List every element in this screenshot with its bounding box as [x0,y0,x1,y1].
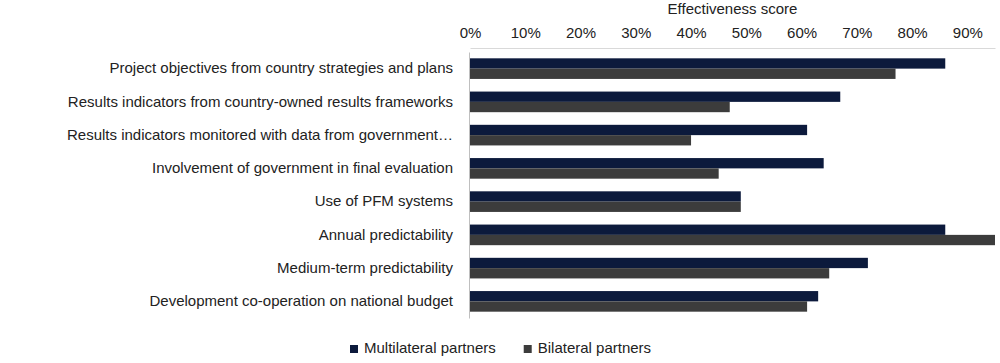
series [470,58,945,301]
tick: Development co-operation on national bud… [149,292,469,309]
legend-item: Bilateral partners [524,339,651,356]
axis-line [469,53,470,319]
chart: 0% 10% 20% 30% 40% 50% 60% 70% 80% 90% Effectivene… [0,0,1000,363]
tick: 60% [787,24,817,48]
bar [470,168,719,178]
tick-label: 20% [566,24,596,41]
tick: 30% [621,24,651,48]
bar [470,225,945,235]
tick-label: 70% [842,24,872,41]
axis-line [471,48,996,49]
tick: 20% [566,24,596,48]
legend-swatch [524,345,532,353]
bar [470,69,896,79]
bar [470,102,730,112]
bar [470,191,741,201]
tick-label: 40% [677,24,707,41]
tick-label: Results indicators from country-owned re… [68,93,453,110]
tick: 80% [898,24,928,48]
legend-label: Multilateral partners [364,339,496,356]
tick-label: Project objectives from country strategi… [110,59,454,76]
bar [470,291,818,301]
legend: Multilateral partners Bilateral partners [350,339,651,356]
bar [470,58,945,68]
tick-label: Annual predictability [319,226,454,243]
tick: 90% [953,24,983,48]
tick: 10% [511,24,541,48]
x-axis: 0% 10% 20% 30% 40% 50% 60% 70% 80% 90% [460,24,996,49]
tick-label: Results indicators monitored with data f… [67,126,453,143]
bar [470,125,807,135]
tick: 50% [732,24,762,48]
series [470,69,995,312]
y-axis: Project objectives from country strategi… [67,53,470,319]
tick: Medium-term predictability [277,259,469,276]
bar [470,158,824,168]
legend-item: Multilateral partners [350,339,496,356]
bar [470,258,868,268]
tick-label: 60% [787,24,817,41]
tick-label: 0% [460,24,482,41]
bar [470,268,829,278]
tick-label: 10% [511,24,541,41]
legend-label: Bilateral partners [538,339,651,356]
tick: 40% [677,24,707,48]
bar [470,92,840,102]
tick-label: Development co-operation on national bud… [149,292,453,309]
tick: Use of PFM systems [315,192,469,209]
bar [470,235,995,245]
tick: Annual predictability [319,226,469,243]
tick: Project objectives from country strategi… [110,59,470,76]
tick-label: 90% [953,24,983,41]
bar [470,135,691,145]
bar [470,202,741,212]
tick-label: Medium-term predictability [277,259,453,276]
tick: 0% [460,24,482,48]
tick-label: Involvement of government in final evalu… [152,159,453,176]
bar [470,301,807,311]
tick-label: 80% [898,24,928,41]
tick: 70% [842,24,872,48]
tick-label: 30% [621,24,651,41]
tick-label: 50% [732,24,762,41]
tick-label: Use of PFM systems [315,192,453,209]
axis-title: Effectiveness score [668,0,798,17]
tick: Results indicators from country-owned re… [68,93,469,110]
bars [470,58,995,311]
tick: Involvement of government in final evalu… [152,159,469,176]
legend-swatch [350,345,358,353]
tick: Results indicators monitored with data f… [67,126,469,143]
